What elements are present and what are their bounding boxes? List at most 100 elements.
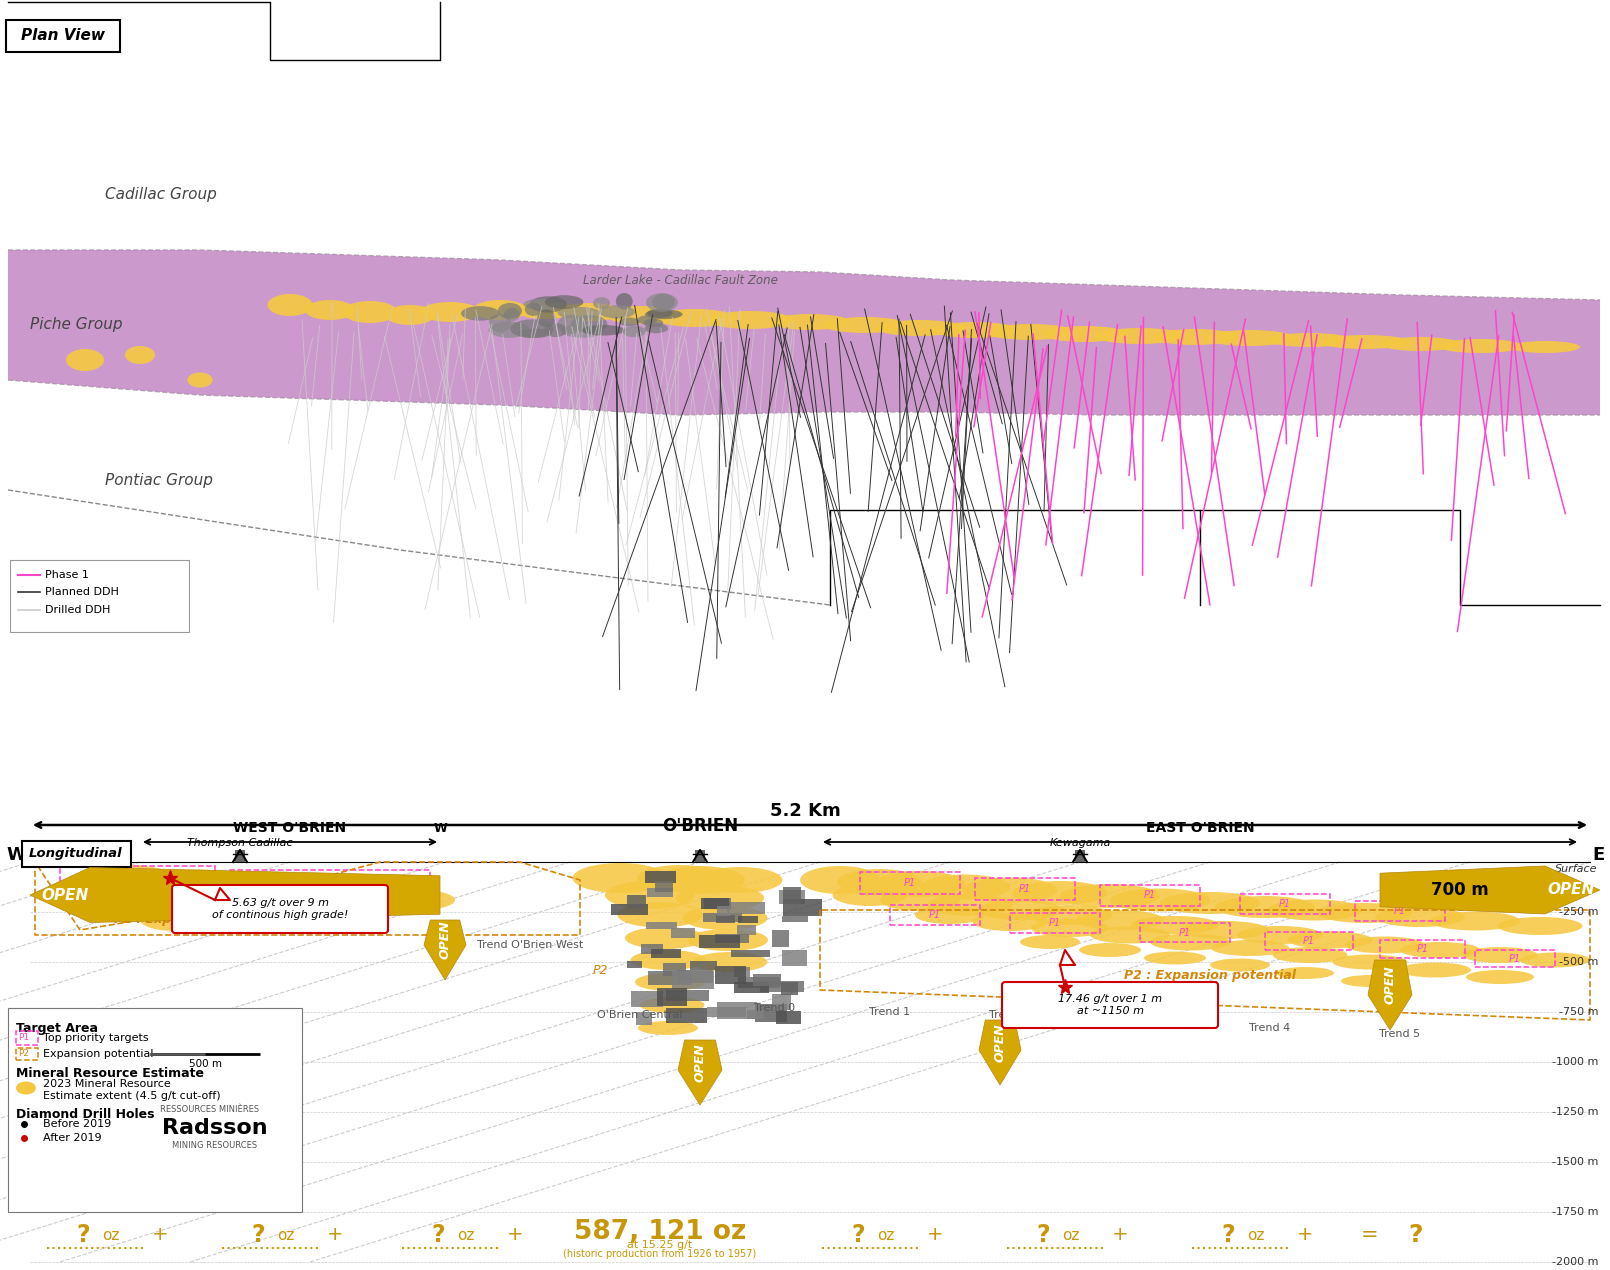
Bar bbox=[646, 922, 676, 928]
Text: Expansion potential: Expansion potential bbox=[43, 1049, 153, 1059]
Bar bbox=[716, 1002, 757, 1019]
Ellipse shape bbox=[353, 886, 428, 907]
Ellipse shape bbox=[1401, 942, 1480, 958]
Ellipse shape bbox=[1145, 951, 1206, 964]
Ellipse shape bbox=[114, 888, 195, 913]
Polygon shape bbox=[979, 1020, 1021, 1085]
Bar bbox=[1265, 932, 1352, 950]
Ellipse shape bbox=[1510, 342, 1579, 353]
Ellipse shape bbox=[638, 315, 657, 325]
Ellipse shape bbox=[66, 349, 105, 371]
Ellipse shape bbox=[1344, 936, 1425, 954]
Bar bbox=[1380, 940, 1465, 958]
Ellipse shape bbox=[460, 306, 499, 321]
Text: P1: P1 bbox=[129, 875, 142, 885]
Bar bbox=[657, 988, 687, 1006]
Ellipse shape bbox=[517, 329, 552, 338]
Ellipse shape bbox=[523, 298, 562, 310]
Text: OPEN: OPEN bbox=[993, 1024, 1006, 1062]
Text: O'Brien Central: O'Brien Central bbox=[597, 1010, 683, 1020]
Bar bbox=[726, 902, 765, 914]
Ellipse shape bbox=[837, 869, 923, 895]
Text: =: = bbox=[1360, 1226, 1378, 1245]
Ellipse shape bbox=[927, 894, 1013, 916]
Ellipse shape bbox=[1182, 921, 1269, 939]
Bar bbox=[890, 906, 980, 925]
Bar bbox=[649, 972, 692, 986]
Ellipse shape bbox=[322, 883, 398, 906]
Ellipse shape bbox=[617, 293, 633, 310]
Ellipse shape bbox=[497, 302, 522, 319]
Bar bbox=[16, 1031, 39, 1045]
Ellipse shape bbox=[1027, 906, 1113, 925]
Text: Cadillac Group: Cadillac Group bbox=[105, 188, 217, 202]
Text: 500 m: 500 m bbox=[188, 1059, 222, 1069]
Ellipse shape bbox=[1430, 912, 1520, 931]
Text: OPEN: OPEN bbox=[42, 888, 89, 903]
Text: ?: ? bbox=[251, 1223, 264, 1247]
Ellipse shape bbox=[646, 310, 683, 319]
Ellipse shape bbox=[832, 884, 908, 906]
Bar bbox=[699, 935, 741, 949]
Ellipse shape bbox=[1059, 884, 1159, 908]
Text: OPEN: OPEN bbox=[694, 1043, 707, 1082]
Text: Estimate extent (4.5 g/t cut-off): Estimate extent (4.5 g/t cut-off) bbox=[43, 1091, 221, 1101]
Bar bbox=[636, 1012, 652, 1025]
Polygon shape bbox=[1368, 960, 1412, 1030]
Ellipse shape bbox=[919, 875, 1009, 899]
Text: P2 : Expansion potential: P2 : Expansion potential bbox=[1124, 969, 1296, 982]
Text: -250 m: -250 m bbox=[1558, 907, 1599, 917]
Text: P1: P1 bbox=[1394, 906, 1406, 916]
Bar bbox=[704, 898, 731, 909]
Ellipse shape bbox=[985, 324, 1075, 340]
Ellipse shape bbox=[605, 881, 696, 909]
Ellipse shape bbox=[1288, 931, 1372, 949]
Text: Kewagama: Kewagama bbox=[1050, 838, 1111, 848]
Ellipse shape bbox=[977, 900, 1063, 919]
Ellipse shape bbox=[1438, 339, 1523, 353]
Text: E: E bbox=[1592, 846, 1604, 864]
Text: Piche Group: Piche Group bbox=[31, 318, 122, 333]
Ellipse shape bbox=[572, 315, 607, 333]
Ellipse shape bbox=[16, 1082, 35, 1095]
Text: P2 : Expansion potential: P2 : Expansion potential bbox=[114, 913, 287, 927]
Polygon shape bbox=[1059, 950, 1075, 965]
Ellipse shape bbox=[707, 311, 792, 329]
Bar bbox=[1100, 885, 1199, 906]
Ellipse shape bbox=[304, 300, 354, 320]
Polygon shape bbox=[678, 1040, 721, 1105]
Bar bbox=[702, 898, 729, 909]
Ellipse shape bbox=[258, 878, 343, 903]
Bar bbox=[782, 916, 808, 922]
Ellipse shape bbox=[1159, 892, 1261, 914]
Bar bbox=[663, 963, 686, 975]
Ellipse shape bbox=[914, 906, 985, 925]
Ellipse shape bbox=[1150, 933, 1230, 950]
Ellipse shape bbox=[290, 881, 370, 903]
Ellipse shape bbox=[683, 906, 768, 930]
Ellipse shape bbox=[638, 865, 723, 892]
Ellipse shape bbox=[1375, 907, 1465, 927]
Text: -750 m: -750 m bbox=[1558, 1007, 1599, 1017]
Ellipse shape bbox=[644, 324, 668, 333]
Text: W: W bbox=[6, 846, 26, 864]
Ellipse shape bbox=[652, 293, 675, 310]
Bar bbox=[1240, 894, 1330, 914]
Ellipse shape bbox=[1467, 970, 1534, 984]
Ellipse shape bbox=[1462, 947, 1538, 963]
Bar bbox=[707, 1007, 745, 1017]
Ellipse shape bbox=[1267, 333, 1352, 347]
Polygon shape bbox=[1380, 866, 1600, 914]
Text: Trend 4: Trend 4 bbox=[1249, 1024, 1291, 1033]
Text: +: + bbox=[1113, 1226, 1129, 1245]
Text: 5.63 g/t over 9 m
of continous high grade!: 5.63 g/t over 9 m of continous high grad… bbox=[213, 898, 348, 919]
Ellipse shape bbox=[770, 314, 850, 330]
Ellipse shape bbox=[530, 296, 567, 312]
Text: Trend O'Brien West: Trend O'Brien West bbox=[477, 940, 583, 950]
Text: P1: P1 bbox=[1050, 918, 1061, 928]
Ellipse shape bbox=[544, 295, 583, 309]
Bar bbox=[773, 994, 791, 1010]
Polygon shape bbox=[216, 888, 230, 900]
Bar bbox=[755, 1005, 787, 1022]
Text: 587, 121 oz: 587, 121 oz bbox=[573, 1219, 745, 1245]
